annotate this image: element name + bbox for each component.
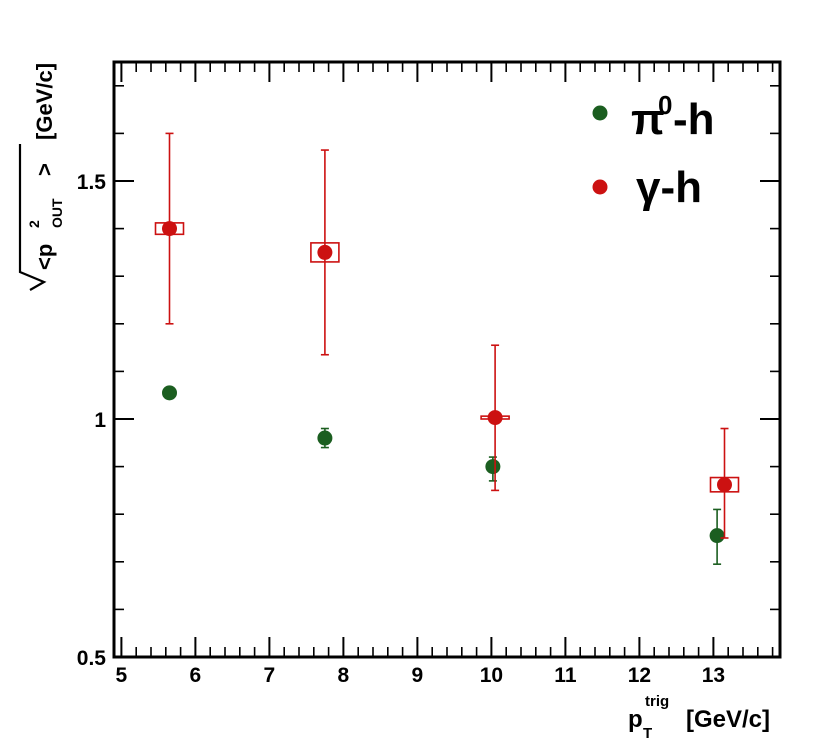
data-point: [717, 477, 732, 493]
legend-pi0-sup: 0: [658, 90, 672, 120]
x-tick-label: 11: [554, 664, 577, 687]
x-tick-label: 12: [628, 664, 651, 687]
legend-pi0-main: π: [631, 95, 665, 144]
sqrt-symbol: [18, 144, 47, 291]
legend-label-pi0: π: [631, 95, 665, 144]
data-point: [487, 410, 503, 426]
y-tick-label: 1: [94, 409, 106, 432]
x-tick-label: 9: [412, 664, 424, 687]
legend-marker-pi0: [592, 105, 608, 121]
x-tick-label: 10: [480, 664, 503, 687]
y-axis-title-close: >: [32, 163, 57, 176]
legend-label-gamma: γ-h: [636, 163, 702, 212]
y-axis-title-sup: 2: [26, 220, 42, 228]
y-tick-labels: 0.5 1 1.5: [77, 171, 107, 670]
legend: π 0 -h γ-h: [592, 90, 715, 212]
data-point: [317, 430, 333, 446]
data-point: [162, 221, 177, 237]
x-tick-label: 6: [190, 664, 202, 687]
x-tick-labels: 5 6 7 8 9 10 11 12 13: [116, 664, 726, 687]
legend-pi0-suffix: -h: [673, 95, 715, 144]
x-axis-title: p: [628, 706, 643, 733]
y-axis-title-sub: OUT: [49, 198, 65, 228]
series-0: [162, 385, 725, 565]
x-axis-title-main: p: [628, 706, 643, 733]
legend-gamma-main: γ: [636, 163, 661, 212]
x-tick-label: 7: [264, 664, 276, 687]
data-point: [485, 459, 501, 475]
x-axis-title-sub: T: [643, 725, 652, 742]
data-marks: [154, 132, 740, 565]
x-tick-label: 13: [702, 664, 725, 687]
data-point: [317, 244, 333, 260]
x-tick-label: 5: [116, 664, 128, 687]
x-axis-title-unit: [GeV/c]: [686, 706, 770, 733]
y-tick-label: 1.5: [77, 171, 107, 194]
y-axis-title-unit: [GeV/c]: [32, 63, 57, 140]
data-point: [709, 528, 725, 544]
y-tick-label: 0.5: [77, 647, 107, 670]
systematic-box: [310, 242, 340, 263]
legend-marker-gamma: [592, 179, 608, 195]
axis-ticks: [114, 62, 780, 658]
x-tick-label: 8: [338, 664, 350, 687]
legend-gamma-suffix: -h: [660, 163, 702, 212]
x-axis-title-sup: trig: [645, 693, 669, 710]
plot-frame: [112, 60, 782, 659]
y-axis-title: <p 2 OUT > [GeV/c]: [18, 63, 65, 291]
series-1: [154, 132, 740, 539]
y-axis-title-inner: <p: [32, 244, 57, 270]
data-point: [162, 385, 177, 401]
